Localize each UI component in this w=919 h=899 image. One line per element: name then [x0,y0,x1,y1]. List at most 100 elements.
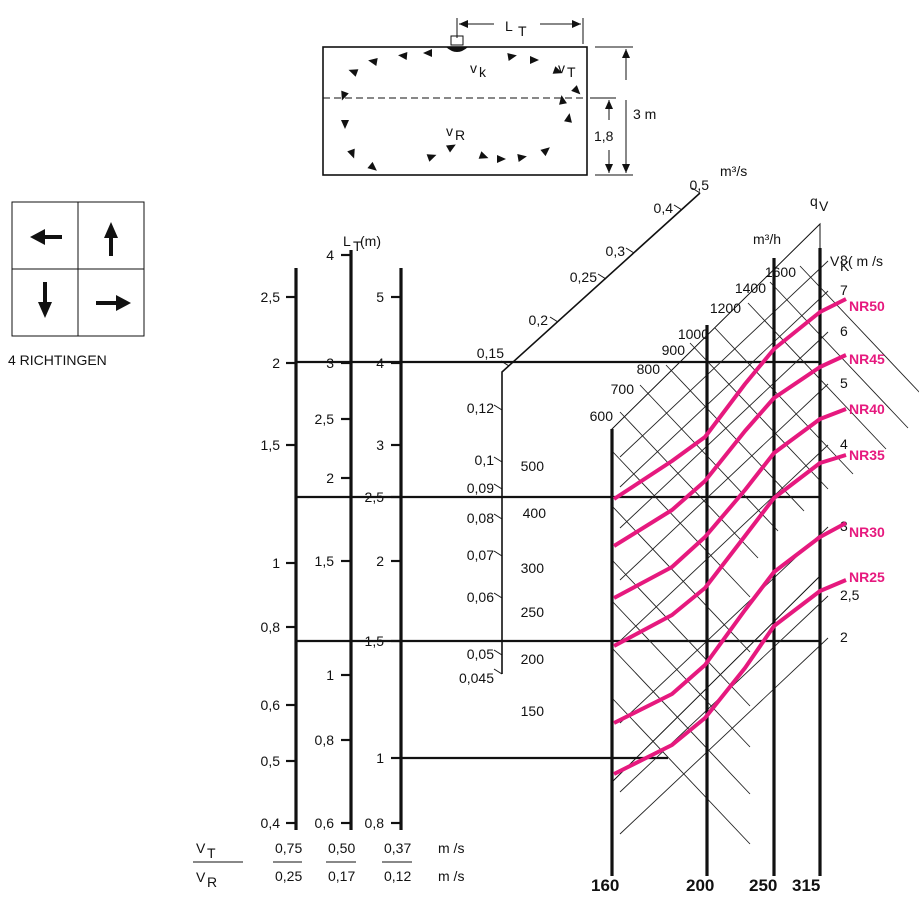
qv-tick [493,483,503,490]
lt-axis-title-sub: T [353,238,362,254]
qv-tick-label: 0,2 [529,312,549,328]
flow-label: 300 [521,560,545,576]
flow-label: 250 [521,604,545,620]
qv-tick [691,187,701,194]
grid-velocity-line [619,444,829,642]
nr-label-nr30: NR30 [849,524,885,540]
grid-flow-line [769,281,909,429]
scale-c-label: 1 [376,750,384,766]
vk-label: 6 [840,323,848,339]
ratio-bottom-2: 0,17 [328,868,355,884]
grid-flow-line [611,450,751,598]
flow-label: 400 [523,505,547,521]
room-lt-sub: T [518,23,527,39]
arrow-left-icon [30,229,62,245]
nr-curve-nr40 [613,407,847,600]
qv-tick-label: 0,25 [570,269,597,285]
grid-flow-line [639,384,779,532]
nr-label-nr45: NR45 [849,351,885,367]
flow-arrow-icon [426,154,437,162]
scale-a-label: 0,6 [261,697,281,713]
scale-c-label: 2 [376,553,384,569]
scale-a-label: 2 [272,355,280,371]
nr-curve-nr50 [612,297,847,501]
scale-b-label: 1 [326,667,334,683]
vk-label: 2 [840,629,848,645]
flow-arrow-icon [398,52,408,60]
diameter-label-160: 160 [591,876,619,895]
flow-arrow-icon [564,113,572,123]
room-vt-sub: T [567,64,576,80]
qv-tick-label: 0,07 [467,547,494,563]
qv-tick [673,204,683,211]
qv-tick-label: 0,4 [654,200,674,216]
room-vr-sub: R [455,127,465,143]
qv-unit-s: m³/s [720,163,747,179]
scale-b-label: 1,5 [315,553,335,569]
flow-arrow-icon [423,49,432,57]
diameter-label-315: 315 [792,876,820,895]
scale-a-label: 1 [272,555,280,571]
arrow-up-icon [104,222,118,256]
scale-c-label: 3 [376,437,384,453]
scale-b-label: 2 [326,470,334,486]
qv-tick-label: 0,06 [467,589,494,605]
scale-b-label: 0,8 [315,732,335,748]
room-height-zone: 1,8 [594,128,614,144]
flow-label: 1000 [678,326,709,342]
grid-flow-line [611,559,751,707]
ratio-bottom-3: 0,12 [384,868,411,884]
diameter-label-250: 250 [749,876,777,895]
diffuser-icon [446,47,468,52]
flow-arrow-icon [540,147,550,157]
grid-flow-line [611,647,751,795]
flow-label: 200 [521,651,545,667]
grid-flow-line [799,265,919,393]
room-lt-label: L [505,18,513,34]
qv-tick [493,668,503,675]
flow-arrow-icon [446,144,456,153]
grid-flow-line [611,697,751,845]
qv-tick-label: 0,5 [690,177,710,193]
flow-arrow-icon [507,53,517,61]
flow-label: 500 [521,458,545,474]
flow-arrow-icon [559,95,567,105]
grid-flow-line [747,302,887,450]
scale-a-label: 0,4 [261,815,281,831]
grid-velocity-line [619,331,829,529]
qv-tick-label: 0,3 [606,243,626,259]
grid-velocity-line [619,260,829,458]
nr-curves: NR50 NR45 NR40 NR35 NR30 NR25 [612,297,885,776]
grid-flow-line [619,411,759,559]
vk-axis-unit: ( m /s [848,253,883,269]
grid-flow-line [611,600,751,748]
flow-arrow-icon [341,90,349,101]
ratio-vt-sub: T [207,845,216,861]
h18-arrow-bottom [605,164,613,173]
qv-tick [625,247,635,254]
qv-tick [493,592,503,599]
velocity-flow-grid: 1600140012001000900800700600500400300250… [521,222,919,845]
scale-a-ticks: 2,5 2 1,5 1 0,8 0,6 0,5 0,4 [261,289,296,831]
qv-tick [493,404,503,411]
flow-arrow-icon [571,85,581,95]
flow-arrow-icon [348,69,359,77]
flow-arrow-icon [552,66,563,74]
grid-flow-lines: 1600140012001000900800700600500400300250… [521,264,919,845]
qv-axis: 0,5 0,4 0,3 0,25 0,2 0,15 0,12 0,1 0,09 0,08 0,07 0… [459,163,829,686]
nr-label-nr40: NR40 [849,401,885,417]
qv-tick-label: 0,045 [459,670,494,686]
flow-arrow-icon [368,58,378,66]
vk-label: 5 [840,375,848,391]
qv-tick [500,360,510,367]
grid-velocity-line [619,637,829,835]
scale-a-label: 0,5 [261,753,281,769]
room-outline [322,46,588,176]
diameter-label-200: 200 [686,876,714,895]
room-vr-label: v [446,123,453,139]
grid-flow-line [665,364,805,512]
qv-tick-label: 0,05 [467,646,494,662]
